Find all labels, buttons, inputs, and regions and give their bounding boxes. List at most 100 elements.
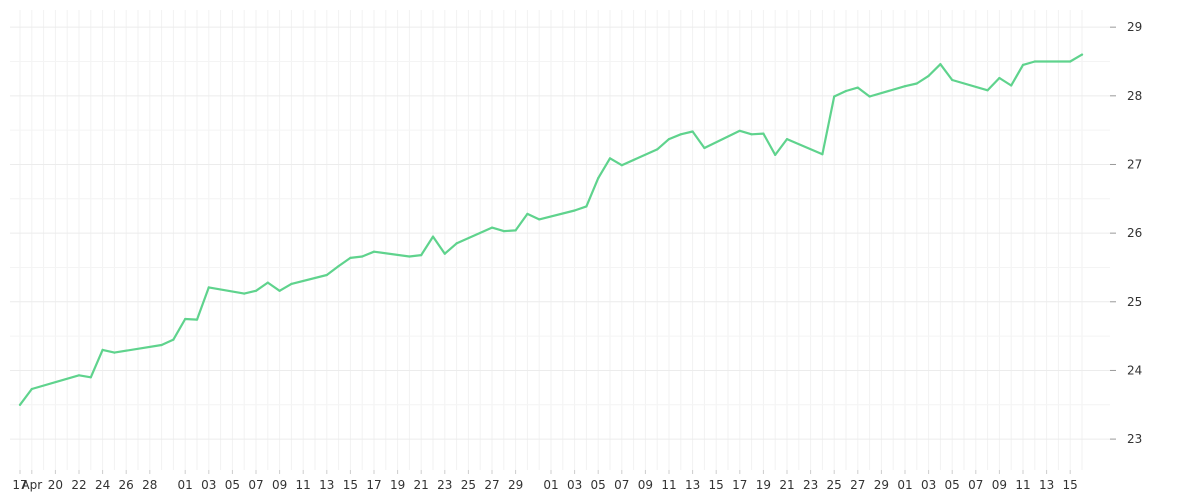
data-point — [325, 273, 328, 277]
data-point — [785, 138, 789, 141]
x-tick-label: 28 — [142, 478, 157, 492]
data-point — [1033, 60, 1036, 63]
data-point — [927, 74, 930, 77]
data-point — [821, 153, 824, 156]
data-point — [337, 265, 340, 268]
data-point — [195, 318, 199, 321]
data-point — [1080, 53, 1084, 56]
data-point — [915, 82, 918, 85]
x-tick-label: 19 — [756, 478, 771, 492]
data-point — [408, 255, 411, 258]
data-point — [514, 229, 517, 232]
x-tick-label: 01 — [543, 478, 558, 492]
x-tick-label: 01 — [178, 478, 193, 492]
y-tick-label: 26 — [1127, 226, 1142, 240]
x-tick-label: 29 — [874, 478, 889, 492]
x-tick-label: 01 — [897, 478, 912, 492]
grid — [10, 10, 1110, 470]
data-point — [1010, 84, 1013, 87]
data-point — [573, 209, 576, 212]
data-point — [172, 338, 175, 341]
data-point — [738, 129, 741, 132]
series-layer — [18, 53, 1084, 406]
x-tick-label: 27 — [850, 478, 865, 492]
x-tick-label: 09 — [992, 478, 1007, 492]
data-point — [986, 89, 989, 92]
data-point — [184, 317, 187, 321]
x-tick-label: 05 — [591, 478, 606, 492]
y-tick-label: 24 — [1127, 363, 1142, 377]
data-point — [420, 254, 423, 257]
x-tick-label: 23 — [803, 478, 818, 492]
x-tick-label: 11 — [661, 478, 676, 492]
data-point — [89, 376, 92, 379]
x-tick-label: 05 — [225, 478, 240, 492]
data-point — [679, 133, 682, 136]
x-tick-label: 09 — [272, 478, 287, 492]
data-point — [207, 286, 210, 289]
x-tick-label: 25 — [827, 478, 842, 492]
x-tick-label: 26 — [119, 478, 134, 492]
x-tick-label: 11 — [296, 478, 311, 492]
x-tick-label: 07 — [614, 478, 629, 492]
data-point — [290, 282, 293, 285]
data-point — [77, 374, 81, 377]
x-tick-label: 27 — [484, 478, 499, 492]
y-tick-label: 28 — [1127, 89, 1142, 103]
data-point — [691, 130, 694, 133]
x-tick-label: 11 — [1015, 478, 1030, 492]
data-point — [101, 348, 104, 351]
data-point — [998, 76, 1001, 80]
data-point — [443, 252, 446, 255]
data-point — [1021, 63, 1025, 66]
data-point — [113, 351, 116, 354]
data-point — [951, 78, 954, 82]
x-tick-label: Apr — [21, 478, 42, 492]
data-point — [774, 153, 777, 156]
x-tick-label: 17 — [732, 478, 747, 492]
data-point — [361, 255, 364, 258]
data-point — [254, 289, 258, 292]
data-point — [455, 242, 458, 245]
data-point — [266, 281, 269, 284]
y-tick-label: 25 — [1127, 295, 1142, 309]
x-tick-label: 03 — [921, 478, 936, 492]
x-tick-label: 15 — [709, 478, 724, 492]
data-point — [656, 148, 659, 151]
data-point — [349, 256, 352, 259]
y-tick-label: 29 — [1127, 20, 1142, 34]
x-tick-label: 13 — [685, 478, 700, 492]
data-point — [856, 86, 859, 89]
data-point — [502, 230, 505, 233]
y-tick-label: 27 — [1127, 157, 1142, 171]
x-tick-label: 21 — [779, 478, 794, 492]
y-axis: 23 24 25 26 27 28 29 — [1110, 20, 1142, 446]
data-point — [667, 138, 671, 141]
data-point — [597, 177, 600, 180]
data-point — [1069, 60, 1072, 63]
x-tick-label: 17 — [12, 478, 27, 492]
x-tick-label: 15 — [1063, 478, 1078, 492]
data-point — [620, 164, 623, 167]
x-tick-label: 07 — [248, 478, 263, 492]
x-tick-label: 29 — [508, 478, 523, 492]
y-tick-label: 23 — [1127, 432, 1142, 446]
x-tick-label: 07 — [968, 478, 983, 492]
data-point — [903, 85, 907, 88]
data-point — [30, 387, 33, 391]
data-point — [490, 226, 494, 229]
data-point — [868, 95, 871, 98]
x-tick-label: 09 — [638, 478, 653, 492]
data-point — [538, 218, 541, 221]
x-tick-label: 22 — [71, 478, 86, 492]
x-tick-label: 17 — [366, 478, 381, 492]
data-point — [372, 250, 376, 253]
x-tick-label: 24 — [95, 478, 110, 492]
data-point — [750, 133, 753, 136]
x-tick-label: 15 — [343, 478, 358, 492]
x-tick-label: 03 — [201, 478, 216, 492]
data-point — [160, 343, 163, 347]
